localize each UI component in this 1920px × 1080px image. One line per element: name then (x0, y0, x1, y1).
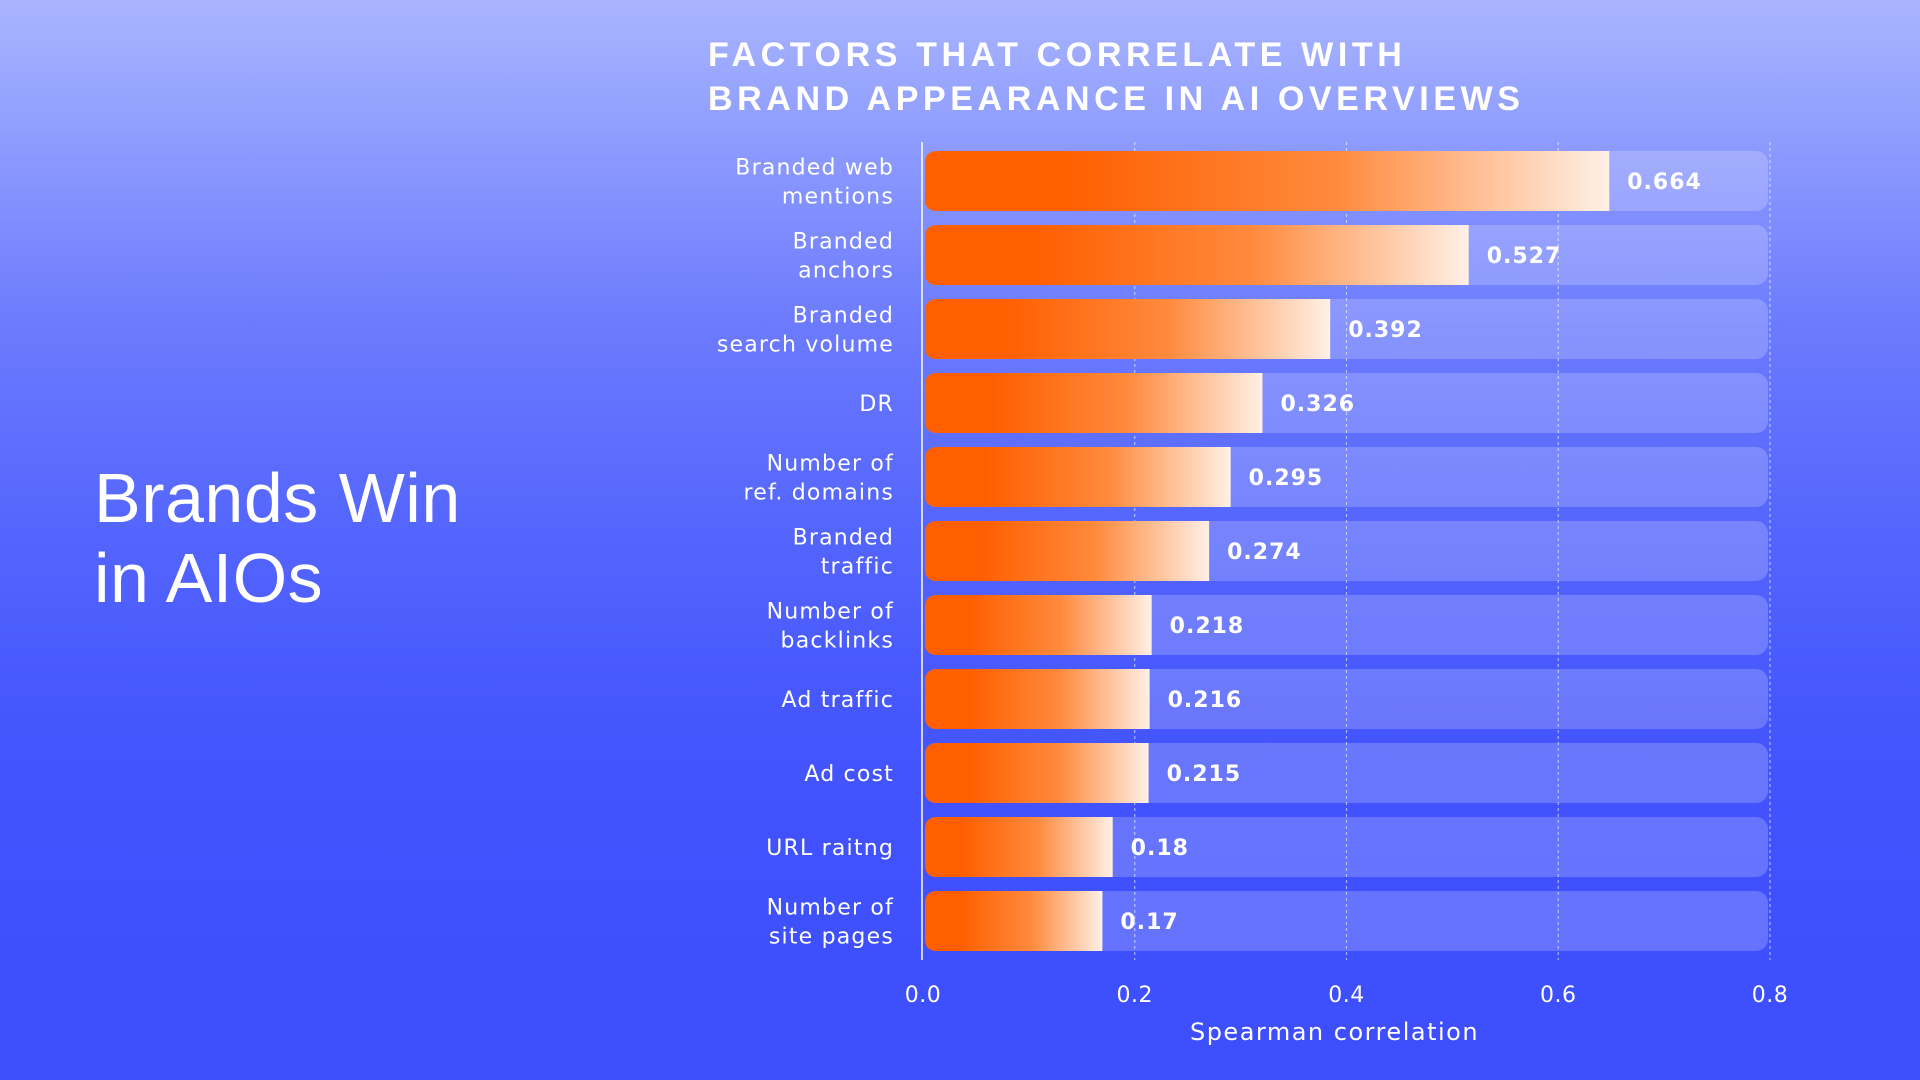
bar-track (925, 891, 1768, 951)
bar (925, 299, 1331, 359)
bar (925, 521, 1210, 581)
value-label: 0.274 (1227, 540, 1302, 565)
chart-title-line-2: BRAND APPEARANCE IN AI OVERVIEWS (708, 80, 1525, 118)
category-label-line: search volume (717, 333, 894, 358)
bar (925, 743, 1149, 803)
category-label: Branded traffic (793, 526, 894, 580)
bar (925, 225, 1469, 285)
hero-title-line-2: in AIOs (94, 539, 324, 617)
category-label: Ad traffic (782, 688, 894, 713)
chart-title-line-1: FACTORS THAT CORRELATE WITH (708, 36, 1407, 74)
hero-title-line-1: Brands Win (94, 459, 461, 537)
chart-title: FACTORS THAT CORRELATE WITH BRAND APPEAR… (708, 33, 1525, 121)
bar-track (925, 817, 1768, 877)
bar (925, 669, 1150, 729)
category-label-line: ref. domains (744, 481, 894, 506)
bar (925, 817, 1113, 877)
category-label: Ad cost (804, 762, 894, 787)
category-label: Branded search volume (717, 304, 894, 358)
category-label-line: traffic (821, 555, 894, 580)
value-label: 0.216 (1168, 688, 1243, 713)
bar (925, 447, 1231, 507)
category-label-line: Ad cost (804, 762, 894, 787)
value-label: 0.17 (1120, 910, 1178, 935)
bar (925, 151, 1610, 211)
category-label: URL raitng (766, 836, 894, 861)
x-axis-tick-labels: 0.0 0.2 0.4 0.6 0.8 (905, 983, 1789, 1008)
category-label: Number of backlinks (767, 600, 894, 654)
value-label: 0.18 (1131, 836, 1189, 861)
value-label: 0.392 (1348, 318, 1423, 343)
category-label-line: site pages (769, 925, 894, 950)
category-label-line: Number of (767, 600, 894, 625)
category-label-line: anchors (798, 259, 894, 284)
value-label: 0.218 (1170, 614, 1245, 639)
category-label-line: Branded (793, 526, 894, 551)
category-label-line: Number of (767, 452, 894, 477)
x-tick-label: 0.4 (1328, 983, 1365, 1008)
value-label: 0.664 (1627, 170, 1702, 195)
bar (925, 373, 1263, 433)
category-label-line: Number of (767, 896, 894, 921)
category-label: Branded anchors (793, 230, 894, 284)
value-label: 0.326 (1280, 392, 1355, 417)
bar (925, 891, 1103, 951)
value-label: 0.215 (1167, 762, 1242, 787)
x-tick-label: 0.2 (1117, 983, 1154, 1008)
bar (925, 595, 1152, 655)
x-tick-label: 0.0 (905, 983, 942, 1008)
category-label: Branded web mentions (735, 156, 894, 210)
category-label-line: backlinks (781, 629, 894, 654)
value-label: 0.295 (1249, 466, 1324, 491)
category-label: Number of site pages (767, 896, 894, 950)
category-label-line: Branded web (735, 156, 894, 181)
category-label-line: Branded (793, 304, 894, 329)
category-label: Number of ref. domains (744, 452, 895, 506)
category-label-line: Ad traffic (782, 688, 894, 713)
category-label-line: URL raitng (766, 836, 894, 861)
category-label-line: mentions (782, 185, 894, 210)
value-labels: 0.664 0.527 0.392 0.326 0.295 0.274 0.218 0.216… (1120, 170, 1702, 935)
bars (925, 151, 1610, 951)
category-label: DR (859, 392, 894, 417)
hero-title: Brands Win in AIOs (94, 458, 461, 618)
x-tick-label: 0.8 (1752, 983, 1789, 1008)
x-axis-title: Spearman correlation (1190, 1018, 1479, 1046)
category-label-line: DR (859, 392, 894, 417)
x-tick-label: 0.6 (1540, 983, 1577, 1008)
value-label: 0.527 (1487, 244, 1562, 269)
category-label-line: Branded (793, 230, 894, 255)
